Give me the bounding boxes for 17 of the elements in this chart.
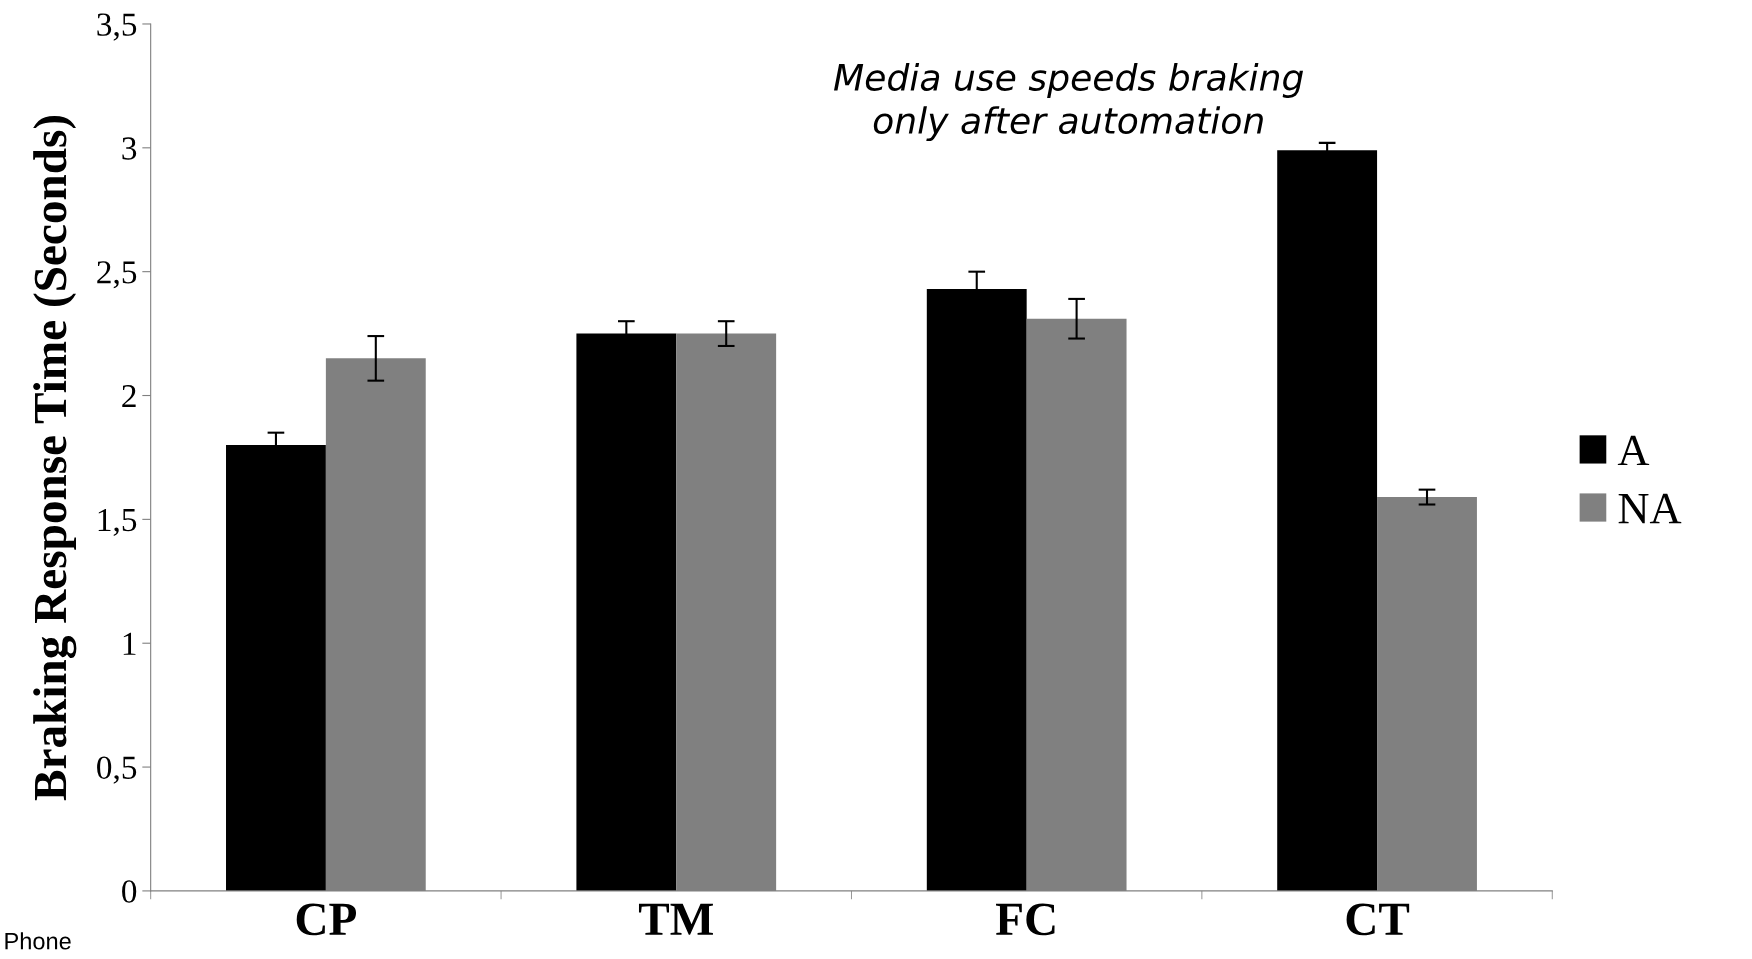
y-tick-label: 3: [122, 137, 137, 160]
legend-label: A: [1617, 435, 1650, 466]
x-tick-label: CP: [296, 903, 357, 936]
text: Phone: [5, 932, 71, 950]
y-tick-label: 3,5: [97, 13, 137, 41]
y-tick-label: 0,5: [97, 756, 137, 784]
y-tick-label: 0: [122, 880, 137, 903]
legend-label: NA: [1618, 493, 1682, 524]
x-tick-label: TM: [638, 903, 713, 935]
y-axis-title: Braking Response Time (Seconds): [33, 115, 77, 801]
x-tick-label: CT: [1346, 903, 1410, 936]
y-tick-label: 1,5: [98, 508, 137, 537]
annotation: Media use speeds braking only after automation: [834, 62, 1304, 142]
y-tick-label: 2,5: [97, 261, 137, 289]
y-tick-label: 1: [123, 632, 136, 655]
y-tick-label: 2: [122, 385, 136, 408]
x-tick-label: FC: [996, 903, 1055, 936]
